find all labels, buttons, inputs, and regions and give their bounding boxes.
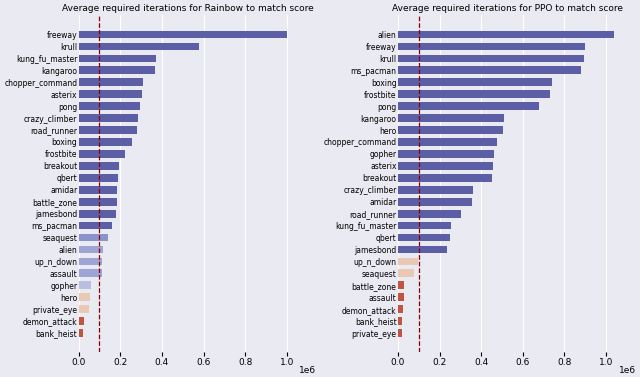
Bar (398, 114, 504, 122)
Bar (398, 198, 472, 205)
Bar (398, 90, 550, 98)
Bar (398, 317, 402, 325)
Bar (79, 270, 102, 277)
Bar (79, 138, 132, 146)
Bar (398, 210, 461, 218)
Bar (79, 234, 108, 241)
Bar (398, 31, 614, 38)
Bar (398, 162, 493, 170)
Bar (79, 126, 137, 134)
Bar (79, 102, 140, 110)
Bar (398, 78, 552, 86)
Title: Average required iterations for PPO to match score: Average required iterations for PPO to m… (392, 4, 623, 13)
Bar (398, 126, 503, 134)
Bar (79, 305, 89, 313)
Bar (79, 186, 117, 194)
Bar (398, 257, 418, 265)
Bar (79, 198, 117, 205)
Bar (398, 138, 497, 146)
Bar (398, 102, 540, 110)
Bar (398, 150, 493, 158)
Bar (79, 31, 287, 38)
Bar (79, 66, 155, 74)
Text: 1e6: 1e6 (619, 366, 636, 375)
Bar (79, 293, 90, 301)
Bar (398, 43, 585, 51)
Title: Average required iterations for Rainbow to match score: Average required iterations for Rainbow … (62, 4, 314, 13)
Bar (79, 162, 119, 170)
Text: 1e6: 1e6 (300, 366, 316, 375)
Bar (398, 293, 404, 301)
Bar (79, 329, 83, 337)
Bar (398, 329, 402, 337)
Bar (79, 114, 138, 122)
Bar (398, 222, 451, 230)
Bar (79, 174, 118, 182)
Bar (398, 55, 584, 62)
Bar (398, 66, 581, 74)
Bar (79, 90, 142, 98)
Bar (398, 245, 447, 253)
Bar (79, 281, 91, 289)
Bar (79, 245, 102, 253)
Bar (398, 281, 404, 289)
Bar (398, 174, 492, 182)
Bar (398, 234, 450, 241)
Bar (79, 55, 156, 62)
Bar (79, 222, 112, 230)
Bar (79, 257, 102, 265)
Bar (398, 305, 403, 313)
Bar (79, 317, 84, 325)
Bar (398, 186, 473, 194)
Bar (398, 270, 413, 277)
Bar (79, 43, 199, 51)
Bar (79, 150, 125, 158)
Bar (79, 78, 143, 86)
Bar (79, 210, 116, 218)
